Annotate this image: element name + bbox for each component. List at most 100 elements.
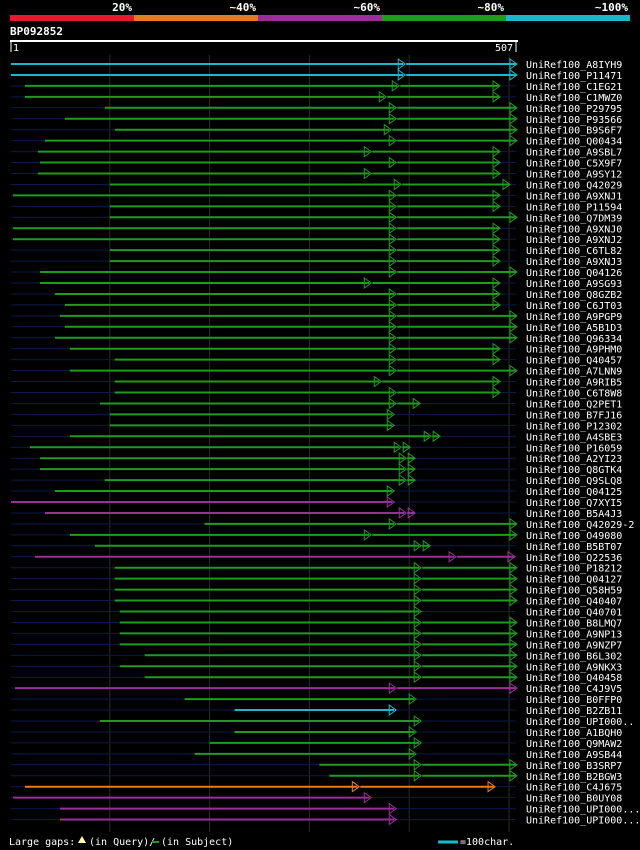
hit-end-arrow — [492, 255, 501, 268]
hit-label[interactable]: UniRef100_C5X9F7 — [526, 159, 622, 170]
hit-label[interactable]: UniRef100_B0UY08 — [526, 794, 622, 805]
segment-end-arrow — [398, 474, 408, 487]
segment-end-arrow — [413, 561, 423, 574]
hit-label[interactable]: UniRef100_Q96334 — [526, 334, 622, 345]
hit-label[interactable]: UniRef100_Q58H59 — [526, 586, 622, 597]
hit-label[interactable]: UniRef100_A9PGP9 — [526, 312, 622, 323]
hit-label[interactable]: UniRef100_B2ZB11 — [526, 706, 622, 717]
hit-label[interactable]: UniRef100_B5BT07 — [526, 542, 622, 553]
hit-end-arrow — [502, 178, 511, 191]
hit-label[interactable]: UniRef100_B7FJ16 — [526, 410, 622, 421]
hit-label[interactable]: UniRef100_A9XNJ1 — [526, 191, 622, 202]
segment-end-arrow — [408, 747, 418, 760]
hit-label[interactable]: UniRef100_Q00434 — [526, 137, 622, 148]
hit-label[interactable]: UniRef100_A7LNN9 — [526, 367, 622, 378]
segment-end-arrow — [388, 397, 398, 410]
hit-label[interactable]: UniRef100_Q42029 — [526, 180, 622, 191]
hit-label[interactable]: UniRef100_A9SY12 — [526, 170, 622, 181]
segment-end-arrow — [388, 112, 398, 125]
legend-label: ~40% — [230, 1, 257, 14]
hit-label[interactable]: UniRef100_A9SB44 — [526, 750, 622, 761]
hit-label[interactable]: UniRef100_B3SRP7 — [526, 761, 622, 772]
hit-end-arrow — [509, 364, 518, 377]
hit-label[interactable]: UniRef100_A8IYH9 — [526, 60, 622, 71]
hit-end-arrow — [492, 79, 501, 92]
hit-label[interactable]: UniRef100_P18212 — [526, 564, 622, 575]
hit-label[interactable]: UniRef100_Q2PET1 — [526, 399, 622, 410]
hit-label[interactable]: UniRef100_A4SBE3 — [526, 432, 622, 443]
hit-label[interactable]: UniRef100_A1BQH0 — [526, 728, 622, 739]
hit-label[interactable]: UniRef100_A9XNJ0 — [526, 224, 622, 235]
hit-label[interactable]: UniRef100_Q9SLQ8 — [526, 476, 622, 487]
hit-end-arrow — [492, 200, 501, 213]
hit-label[interactable]: UniRef100_A9RIB5 — [526, 378, 622, 389]
hit-label[interactable]: UniRef100_B9S6F7 — [526, 126, 622, 137]
segment-end-arrow — [413, 715, 423, 727]
segment-end-arrow — [398, 452, 408, 465]
segment-end-arrow — [413, 660, 423, 673]
hit-label[interactable]: UniRef100_B5A4J3 — [526, 509, 622, 520]
hit-label[interactable]: UniRef100_Q7DM39 — [526, 213, 622, 224]
hit-label[interactable]: UniRef100_C6JT03 — [526, 301, 622, 312]
hit-label[interactable]: UniRef100_UPI000... — [526, 816, 640, 827]
hit-label[interactable]: UniRef100_Q9MAW2 — [526, 739, 622, 750]
segment-end-arrow — [386, 485, 396, 498]
hit-end-arrow — [509, 682, 518, 695]
hit-label[interactable]: UniRef100_Q22536 — [526, 553, 622, 564]
hit-label[interactable]: UniRef100_Q04127 — [526, 575, 622, 586]
hit-label[interactable]: UniRef100_P11471 — [526, 71, 622, 82]
segment-end-arrow — [398, 463, 408, 476]
hit-label[interactable]: UniRef100_P16059 — [526, 443, 622, 454]
hit-label[interactable]: UniRef100_A9NZP7 — [526, 640, 622, 651]
hit-end-arrow — [487, 780, 496, 793]
hit-end-arrow — [492, 342, 501, 355]
hit-label[interactable]: UniRef100_A9PHM0 — [526, 345, 622, 356]
hit-label[interactable]: UniRef100_A9XNJ3 — [526, 257, 622, 268]
hit-label[interactable]: UniRef100_B6L302 — [526, 651, 622, 662]
hit-label[interactable]: UniRef100_P93566 — [526, 115, 622, 126]
hit-label[interactable]: UniRef100_Q42029-2 — [526, 520, 634, 531]
hit-label[interactable]: UniRef100_P29795 — [526, 104, 622, 115]
segment-end-arrow — [388, 309, 398, 322]
hit-label[interactable]: UniRef100_B8LMQ7 — [526, 618, 622, 629]
hit-label[interactable]: UniRef100_Q40407 — [526, 597, 622, 608]
hit-label[interactable]: UniRef100_Q40701 — [526, 608, 622, 619]
hit-label[interactable]: UniRef100_Q8GZB2 — [526, 290, 622, 301]
hit-label[interactable]: UniRef100_P11594 — [526, 202, 622, 213]
hit-label[interactable]: UniRef100_Q7XYI5 — [526, 498, 622, 509]
hit-end-arrow — [407, 463, 417, 476]
hit-label[interactable]: UniRef100_B0FFP0 — [526, 695, 622, 706]
hit-label[interactable]: UniRef100_UPI000.. — [526, 717, 634, 728]
segment-end-arrow — [388, 320, 398, 333]
hit-label[interactable]: UniRef100_B2BGW3 — [526, 772, 622, 783]
segment-end-arrow — [413, 572, 423, 585]
hit-label[interactable]: UniRef100_A5B1D3 — [526, 323, 622, 334]
hit-end-arrow — [422, 539, 432, 552]
hit-label[interactable]: UniRef100_C1MWZ0 — [526, 93, 622, 104]
hit-end-arrow — [412, 397, 422, 410]
segment-end-arrow — [391, 79, 401, 92]
hit-label[interactable]: UniRef100_A9NKX3 — [526, 662, 622, 673]
legend-segment — [506, 15, 630, 21]
hit-label[interactable]: UniRef100_A9SBL7 — [526, 148, 622, 159]
hit-label[interactable]: UniRef100_C6T8W8 — [526, 389, 622, 400]
hit-label[interactable]: UniRef100_A2YI23 — [526, 454, 622, 465]
hit-label[interactable]: UniRef100_O49080 — [526, 531, 622, 542]
hit-label[interactable]: UniRef100_UPI000... — [526, 805, 640, 816]
hit-label[interactable]: UniRef100_Q04125 — [526, 487, 622, 498]
hit-label[interactable]: UniRef100_C6TL82 — [526, 246, 622, 257]
hit-label[interactable]: UniRef100_C1EG21 — [526, 82, 622, 93]
hit-label[interactable]: UniRef100_A9XNJ2 — [526, 235, 622, 246]
hit-label[interactable]: UniRef100_Q8GTK4 — [526, 465, 622, 476]
hit-label[interactable]: UniRef100_A9NP13 — [526, 629, 622, 640]
hit-label[interactable]: UniRef100_A9SG93 — [526, 279, 622, 290]
hit-label[interactable]: UniRef100_Q40458 — [526, 673, 622, 684]
segment-end-arrow — [388, 353, 398, 366]
hit-end-arrow — [509, 769, 518, 782]
hit-label[interactable]: UniRef100_C4J675 — [526, 783, 622, 794]
hit-label[interactable]: UniRef100_P12302 — [526, 421, 622, 432]
hit-label[interactable]: UniRef100_C4J9V5 — [526, 684, 622, 695]
hit-label[interactable]: UniRef100_Q04126 — [526, 268, 622, 279]
hit-end-arrow — [509, 649, 518, 662]
hit-label[interactable]: UniRef100_Q40457 — [526, 356, 622, 367]
